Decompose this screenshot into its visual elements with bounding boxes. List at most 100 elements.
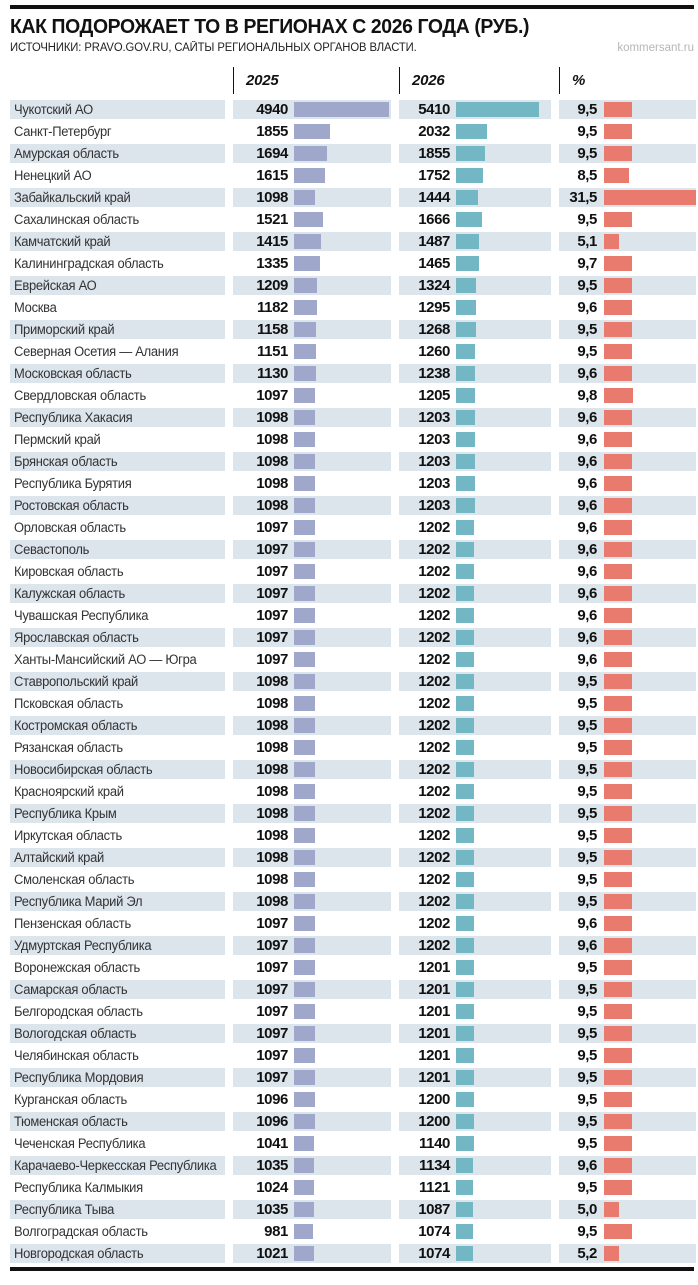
price-2026-cell: 1465 (399, 254, 551, 273)
table-row: Красноярский край 1098 1202 9,5 (10, 780, 696, 802)
price-2026-value: 1202 (418, 694, 450, 712)
region-cell: Республика Хакасия (10, 407, 225, 427)
percent-cell: 9,5 (559, 803, 696, 823)
column-header-2026: 2026 (399, 67, 551, 94)
bottom-rule (10, 1267, 694, 1271)
region-name: Удмуртская Республика (14, 937, 152, 953)
region-name: Иркутская область (14, 827, 122, 843)
price-2026-cell: 1074 (399, 1243, 551, 1263)
percent-cell: 9,6 (559, 562, 696, 581)
percent-value: 9,5 (577, 782, 597, 800)
bar-2026 (456, 255, 479, 271)
region-name: Калужская область (14, 585, 125, 601)
price-2025-cell: 1615 (233, 166, 391, 185)
percent-cell: 9,5 (559, 1111, 696, 1131)
bar-percent (604, 981, 632, 997)
bar-2026 (456, 871, 475, 887)
price-2025-cell: 1098 (233, 870, 391, 889)
price-2026-cell: 1140 (399, 1134, 551, 1153)
price-2026-value: 1201 (418, 980, 450, 998)
bar-2026 (456, 651, 475, 667)
price-2025-cell: 1098 (233, 495, 391, 515)
bar-2026 (456, 211, 482, 227)
table-row: Сахалинская область 1521 1666 9,5 (10, 208, 696, 230)
bar-2025 (294, 409, 316, 425)
bar-2025 (294, 387, 316, 403)
bar-2026 (456, 145, 485, 161)
price-2026-value: 1465 (418, 254, 450, 272)
bar-percent (604, 167, 629, 183)
bar-2025 (294, 211, 324, 227)
bar-2025 (294, 167, 326, 183)
price-2025-cell: 1098 (233, 671, 391, 691)
price-2025-cell: 1097 (233, 650, 391, 669)
bar-2025 (294, 1113, 316, 1129)
region-name: Пензенская область (14, 915, 131, 931)
price-2025-cell: 1335 (233, 254, 391, 273)
price-2025-value: 1098 (256, 496, 288, 514)
price-2025-value: 981 (264, 1222, 288, 1240)
region-name: Псковская область (14, 695, 123, 711)
region-cell: Кировская область (10, 562, 225, 581)
percent-cell: 9,6 (559, 583, 696, 603)
price-2025-cell: 981 (233, 1222, 391, 1241)
column-header-2025: 2025 (233, 67, 391, 94)
region-name: Волгоградская область (14, 1223, 148, 1239)
region-name: Смоленская область (14, 871, 135, 887)
percent-cell: 9,5 (559, 759, 696, 779)
region-name: Чукотский АО (14, 101, 93, 117)
region-cell: Калининградская область (10, 254, 225, 273)
region-cell: Псковская область (10, 694, 225, 713)
region-cell: Тюменская область (10, 1111, 225, 1131)
table-row: Республика Калмыкия 1024 1121 9,5 (10, 1176, 696, 1198)
bar-percent (604, 563, 632, 579)
percent-value: 9,5 (577, 1222, 597, 1240)
bar-2025 (294, 761, 316, 777)
region-name: Еврейская АО (14, 277, 97, 293)
percent-value: 9,6 (577, 584, 597, 602)
percent-cell: 9,6 (559, 518, 696, 537)
price-2025-cell: 1041 (233, 1134, 391, 1153)
price-2026-value: 1202 (418, 650, 450, 668)
price-2026-value: 1202 (418, 760, 450, 778)
bar-2026 (456, 1047, 475, 1063)
price-2025-cell: 1098 (233, 826, 391, 845)
percent-value: 5,0 (577, 1200, 597, 1218)
region-cell: Волгоградская область (10, 1222, 225, 1241)
percent-cell: 9,5 (559, 210, 696, 229)
price-2025-value: 1096 (256, 1112, 288, 1130)
percent-value: 9,6 (577, 452, 597, 470)
price-2026-cell: 1295 (399, 298, 551, 317)
bar-2025 (294, 343, 317, 359)
bar-2026 (456, 915, 475, 931)
percent-cell: 9,6 (559, 298, 696, 317)
price-2026-value: 1202 (418, 804, 450, 822)
price-2025-cell: 1097 (233, 386, 391, 405)
region-cell: Республика Калмыкия (10, 1178, 225, 1197)
region-cell: Республика Крым (10, 803, 225, 823)
price-2026-value: 1444 (418, 188, 450, 206)
bar-percent (604, 1135, 632, 1151)
bar-percent (604, 431, 632, 447)
bar-2026 (456, 673, 475, 689)
table-row: Брянская область 1098 1203 9,6 (10, 450, 696, 472)
price-2025-value: 1098 (256, 452, 288, 470)
price-2026-cell: 1202 (399, 935, 551, 955)
percent-cell: 9,5 (559, 671, 696, 691)
region-name: Алтайский край (14, 849, 104, 865)
bar-percent (604, 1113, 632, 1129)
bar-2026 (456, 739, 475, 755)
table-row: Волгоградская область 981 1074 9,5 (10, 1220, 696, 1242)
table-row: Вологодская область 1097 1201 9,5 (10, 1022, 696, 1044)
bar-2025 (294, 1047, 316, 1063)
region-cell: Орловская область (10, 518, 225, 537)
bar-2026 (456, 937, 475, 953)
price-2026-cell: 1202 (399, 562, 551, 581)
bar-percent (604, 409, 632, 425)
percent-value: 9,6 (577, 408, 597, 426)
price-2026-value: 1134 (419, 1156, 450, 1174)
bar-2026 (456, 981, 475, 997)
price-2025-value: 1021 (256, 1244, 288, 1262)
price-2025-value: 1097 (256, 606, 288, 624)
price-2025-cell: 1855 (233, 122, 391, 141)
